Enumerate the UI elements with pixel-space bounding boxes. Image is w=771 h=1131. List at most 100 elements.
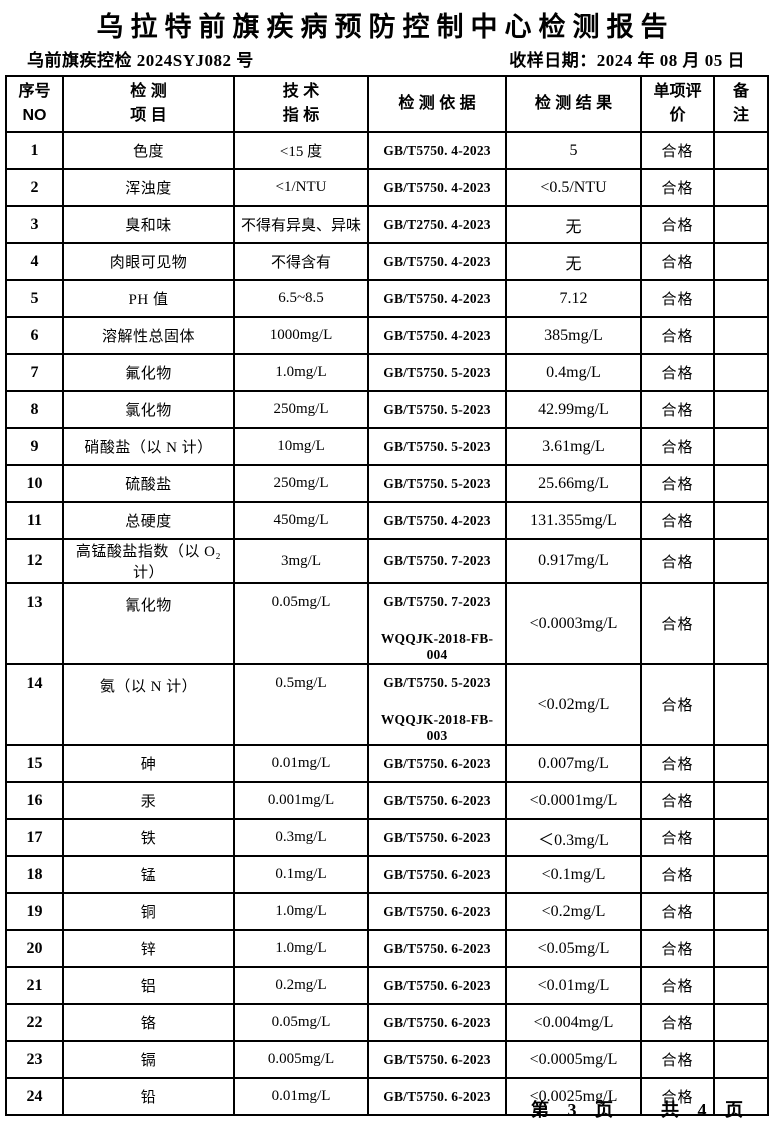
remark-cell: [713, 1040, 769, 1079]
basis-line: GB/T5750. 4-2023: [383, 179, 491, 195]
basis-line: GB/T5750. 5-2023: [383, 364, 491, 380]
technical-standard-cell: 0.5mg/L: [233, 663, 369, 746]
row-serial-no: 24: [5, 1077, 64, 1116]
test-item-cell: 氯化物: [62, 390, 235, 429]
test-result-cell: <0.004mg/L: [505, 1003, 642, 1042]
remark-cell: [713, 168, 769, 207]
test-result-cell: <0.02mg/L: [505, 663, 642, 746]
test-basis-cell: GB/T5750. 6-2023: [367, 1003, 507, 1042]
test-basis-cell: GB/T5750. 6-2023: [367, 1077, 507, 1116]
row-serial-no: 16: [5, 781, 64, 820]
test-item-cell: 铜: [62, 892, 235, 931]
technical-standard-cell: 0.005mg/L: [233, 1040, 369, 1079]
test-basis-cell: GB/T5750. 6-2023: [367, 855, 507, 894]
test-basis-cell: GB/T5750. 6-2023: [367, 744, 507, 783]
test-item-cell: 汞: [62, 781, 235, 820]
table-row: 19 铜 1.0mg/L GB/T5750. 6-2023 <0.2mg/L 合格: [5, 892, 769, 931]
test-basis-cell: GB/T5750. 4-2023: [367, 316, 507, 355]
test-basis-cell: GB/T5750. 4-2023: [367, 242, 507, 281]
remark-cell: [713, 242, 769, 281]
evaluation-cell: 合格: [640, 781, 715, 820]
table-header: 序号 NO 检 测 项 目 技 术 指 标 检 测 依 据 检 测 结 果: [5, 75, 769, 133]
page-title: 乌拉特前旗疾病预防控制中心检测报告: [96, 12, 675, 42]
basis-line: GB/T5750. 6-2023: [383, 903, 491, 919]
remark-cell: [713, 353, 769, 392]
total-pages: 共 4 页: [661, 1100, 745, 1120]
table-row: 17 铁 0.3mg/L GB/T5750. 6-2023 ＜0.3mg/L 合格: [5, 818, 769, 857]
evaluation-cell: 合格: [640, 1003, 715, 1042]
test-result-cell: 无: [505, 205, 642, 244]
col-evaluation: 单项评 价: [640, 75, 715, 133]
test-item-cell: 锰: [62, 855, 235, 894]
remark-cell: [713, 929, 769, 968]
row-serial-no: 22: [5, 1003, 64, 1042]
row-serial-no: 20: [5, 929, 64, 968]
header-line: 检 测: [130, 83, 167, 100]
row-serial-no: 1: [5, 131, 64, 170]
evaluation-cell: 合格: [640, 168, 715, 207]
evaluation-cell: 合格: [640, 855, 715, 894]
test-basis-cell: GB/T5750. 4-2023: [367, 131, 507, 170]
evaluation-cell: 合格: [640, 582, 715, 665]
test-basis-cell: GB/T5750. 6-2023: [367, 966, 507, 1005]
technical-standard-cell: 1.0mg/L: [233, 929, 369, 968]
table-row: 16 汞 0.001mg/L GB/T5750. 6-2023 <0.0001mg/L 合…: [5, 781, 769, 820]
basis-line: GB/T5750. 4-2023: [383, 512, 491, 528]
test-item-cell: 臭和味: [62, 205, 235, 244]
test-result-cell: 0.917mg/L: [505, 538, 642, 584]
test-basis-cell: GB/T5750. 4-2023: [367, 279, 507, 318]
evaluation-cell: 合格: [640, 538, 715, 584]
table-row: 9 硝酸盐（以 N 计） 10mg/L GB/T5750. 5-2023 3.61mg/…: [5, 427, 769, 466]
row-serial-no: 6: [5, 316, 64, 355]
test-basis-cell: GB/T5750. 6-2023: [367, 1040, 507, 1079]
test-result-cell: <0.5/NTU: [505, 168, 642, 207]
basis-line: WQQJK-2018-FB-003: [380, 712, 494, 743]
remark-cell: [713, 131, 769, 170]
test-result-cell: <0.0005mg/L: [505, 1040, 642, 1079]
test-basis-cell: GB/T5750. 5-2023: [367, 390, 507, 429]
technical-standard-cell: 0.1mg/L: [233, 855, 369, 894]
row-serial-no: 7: [5, 353, 64, 392]
technical-standard-cell: 0.01mg/L: [233, 1077, 369, 1116]
technical-standard-cell: 0.01mg/L: [233, 744, 369, 783]
header-line: 序号: [18, 83, 51, 100]
sample-date: 收样日期：2024 年 08 月 05 日: [509, 51, 745, 70]
technical-standard-cell: 1.0mg/L: [233, 892, 369, 931]
header-line: 备: [732, 83, 749, 100]
evaluation-cell: 合格: [640, 929, 715, 968]
basis-line: GB/T5750. 6-2023: [383, 1051, 491, 1067]
document-number: 乌前旗疾控检 2024SYJ082 号: [27, 51, 254, 70]
table-body: 1 色度 <15 度 GB/T5750. 4-2023 5 合格 2 浑浊度 <1/NTU GB/…: [5, 131, 769, 1116]
row-serial-no: 17: [5, 818, 64, 857]
row-serial-no: 5: [5, 279, 64, 318]
basis-line: GB/T5750. 7-2023: [383, 594, 491, 609]
evaluation-cell: 合格: [640, 1077, 715, 1116]
basis-line: GB/T5750. 6-2023: [383, 755, 491, 771]
row-serial-no: 18: [5, 855, 64, 894]
test-item-cell: 色度: [62, 131, 235, 170]
remark-cell: [713, 390, 769, 429]
row-serial-no: 19: [5, 892, 64, 931]
row-serial-no: 9: [5, 427, 64, 466]
test-result-cell: 385mg/L: [505, 316, 642, 355]
remark-cell: [713, 663, 769, 746]
basis-line: GB/T5750. 4-2023: [383, 327, 491, 343]
row-serial-no: 21: [5, 966, 64, 1005]
row-serial-no: 13: [5, 582, 64, 665]
table-row: 11 总硬度 450mg/L GB/T5750. 4-2023 131.355mg/L 合…: [5, 501, 769, 540]
test-result-cell: <0.01mg/L: [505, 966, 642, 1005]
col-technical-standard: 技 术 指 标: [233, 75, 369, 133]
test-result-cell: ＜0.3mg/L: [505, 818, 642, 857]
table-row: 7 氟化物 1.0mg/L GB/T5750. 5-2023 0.4mg/L 合格: [5, 353, 769, 392]
test-basis-cell: GB/T5750. 5-2023: [367, 464, 507, 503]
header-line: 指 标: [282, 107, 320, 124]
table-row: 14 氨（以 N 计） 0.5mg/L GB/T5750. 5-2023 WQQJK-2…: [5, 663, 769, 746]
basis-line: GB/T5750. 4-2023: [383, 253, 491, 269]
test-result-cell: <0.05mg/L: [505, 929, 642, 968]
table-row: 6 溶解性总固体 1000mg/L GB/T5750. 4-2023 385mg/L 合格: [5, 316, 769, 355]
test-result-cell: 0.007mg/L: [505, 744, 642, 783]
table-row: 15 砷 0.01mg/L GB/T5750. 6-2023 0.007mg/L 合格: [5, 744, 769, 783]
evaluation-cell: 合格: [640, 242, 715, 281]
basis-line: GB/T5750. 4-2023: [383, 142, 491, 158]
report-subheader: 乌前旗疾控检 2024SYJ082 号 收样日期：2024 年 08 月 05 …: [0, 44, 771, 75]
